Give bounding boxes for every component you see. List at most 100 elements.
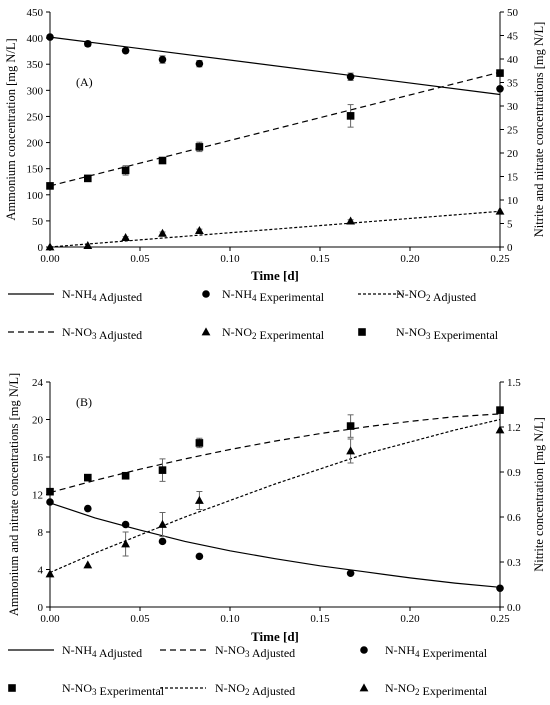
x-tick-label: 0.10 (220, 613, 240, 625)
chart-panel-a: 0.00 0.05 0.10 0.15 0.20 0.250501001502002503… (4, 7, 546, 342)
data-point-triangle (158, 519, 167, 528)
data-point-circle (195, 552, 204, 561)
series-line (49, 210, 501, 248)
data-point-circle (496, 584, 504, 593)
legend-item: N-NH4 Adjusted (8, 287, 142, 304)
y-tick-label: 0 (38, 602, 44, 614)
x-tick-label: 0.00 (40, 613, 60, 625)
y-tick-label: 24 (32, 377, 44, 389)
series-n-nh-experimental (46, 33, 504, 93)
x-tick-label: 0.15 (310, 613, 330, 625)
y-tick-label: 50 (32, 216, 44, 228)
y-tick-label: 300 (27, 85, 44, 97)
y-axis-label: Ammonium concentration [mg N/L] (4, 38, 18, 220)
data-point-triangle (158, 228, 167, 237)
y-tick-label: 16 (32, 452, 44, 464)
y2-tick-label: 50 (507, 7, 519, 19)
legend-marker-triangle (201, 327, 211, 336)
y2-tick-label: 0.6 (507, 512, 521, 524)
legend-item: N-NO2 Experimental (359, 681, 488, 698)
x-axis-label: Time [d] (251, 268, 299, 283)
series-n-no-adjusted (49, 418, 501, 574)
y-tick-label: 12 (32, 490, 43, 502)
y2-tick-label: 20 (507, 148, 519, 160)
y2-axis-label: Nitrite and nitrate concentrations [mg N… (532, 22, 546, 238)
data-point-square (496, 406, 504, 414)
y2-tick-label: 40 (507, 54, 519, 66)
data-point-triangle (346, 216, 355, 225)
series-n-no-experimental (45, 206, 505, 251)
data-point-square (46, 487, 54, 496)
y2-tick-label: 25 (507, 125, 519, 137)
data-point-square (121, 166, 130, 175)
x-tick-label: 0.25 (490, 253, 510, 265)
series-line (49, 418, 501, 574)
data-point-square (46, 182, 54, 190)
y-tick-label: 150 (27, 164, 44, 176)
legend-item: N-NH4 Experimental (360, 643, 488, 660)
data-point-circle (496, 84, 504, 93)
y-tick-label: 8 (38, 527, 44, 539)
y2-tick-label: 45 (507, 31, 519, 43)
y2-tick-label: 0 (507, 242, 513, 254)
data-point-triangle (195, 225, 204, 234)
data-point-square (346, 112, 355, 120)
y-tick-label: 20 (32, 415, 44, 427)
data-point-triangle (121, 539, 130, 548)
legend-marker-square (358, 328, 366, 336)
x-tick-label: 0.25 (490, 613, 510, 625)
legend-marker-triangle (359, 683, 369, 692)
x-tick-label: 0.20 (400, 613, 420, 625)
y2-tick-label: 1.2 (507, 422, 521, 434)
series-n-no-experimental (46, 69, 504, 190)
series-n-nh-experimental (46, 498, 504, 593)
legend-label: N-NH4 Experimental (222, 287, 325, 304)
legend-label: N-NO2 Experimental (385, 681, 488, 698)
data-point-circle (46, 33, 54, 41)
series-line (49, 413, 501, 494)
panel-label: (A) (76, 75, 93, 89)
y-tick-label: 100 (27, 190, 44, 202)
y2-tick-label: 35 (507, 78, 519, 90)
series-n-no-adjusted (49, 413, 501, 494)
y2-axis-label: Nitrite concentration [mg N/L] (532, 417, 546, 571)
y-tick-label: 350 (27, 59, 44, 71)
legend-item: N-NO3 Adjusted (160, 643, 295, 660)
legend-label: N-NO2 Experimental (222, 325, 325, 342)
legend-marker-circle (360, 646, 368, 654)
y-tick-label: 4 (38, 565, 44, 577)
data-point-square (158, 156, 167, 165)
y2-tick-label: 30 (507, 101, 519, 113)
data-point-circle (121, 520, 130, 529)
y2-tick-label: 0.3 (507, 557, 521, 569)
series-line (49, 36, 501, 96)
legend-item: N-NO3 Adjusted (8, 325, 142, 342)
y2-tick-label: 15 (507, 172, 519, 184)
y-tick-label: 200 (27, 138, 44, 150)
series-n-no-experimental (45, 425, 505, 578)
x-tick-label: 0.05 (130, 253, 150, 265)
y-tick-label: 400 (27, 33, 44, 45)
data-point-circle (346, 569, 355, 578)
data-point-circle (346, 72, 355, 81)
y2-tick-label: 0.0 (507, 602, 521, 614)
legend-label: N-NO3 Adjusted (62, 325, 142, 342)
series-line (49, 71, 501, 187)
data-point-circle (158, 55, 167, 64)
y2-tick-label: 5 (507, 219, 513, 231)
chart-panel-b: 0.00 0.05 0.10 0.15 0.20 0.25 0 4 8 12 16 20 24 0.0 0.… (7, 373, 546, 698)
legend-item: N-NO2 Adjusted (358, 287, 476, 304)
series-line (49, 502, 501, 588)
legend-label: N-NH4 Adjusted (62, 287, 142, 304)
data-point-triangle (121, 233, 130, 241)
legend-item: N-NH4 Experimental (202, 287, 325, 304)
series-n-no-adjusted (49, 210, 501, 248)
legend-marker-square (8, 684, 16, 692)
legend-label: N-NO3 Adjusted (215, 643, 295, 660)
x-tick-label: 0.05 (130, 613, 150, 625)
legend-marker-circle (202, 290, 210, 298)
series-n-nh-adjusted (49, 36, 501, 96)
legend-label: N-NH4 Experimental (385, 643, 488, 660)
series-n-nh-adjusted (49, 502, 501, 588)
data-point-circle (121, 46, 130, 55)
